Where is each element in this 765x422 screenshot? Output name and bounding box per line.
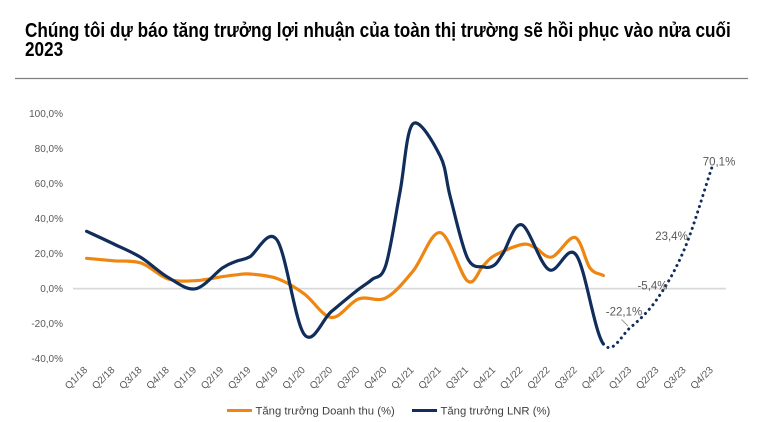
svg-text:-40,0%: -40,0% (31, 354, 63, 365)
svg-text:0,0%: 0,0% (40, 284, 63, 295)
svg-text:Tăng trưởng Doanh thu (%): Tăng trưởng Doanh thu (%) (256, 406, 396, 418)
svg-text:-20,0%: -20,0% (31, 319, 63, 330)
svg-text:-5,4%: -5,4% (637, 281, 667, 293)
svg-text:40,0%: 40,0% (35, 214, 63, 225)
svg-text:80,0%: 80,0% (35, 144, 63, 155)
svg-text:100,0%: 100,0% (29, 109, 63, 120)
svg-text:23,4%: 23,4% (655, 231, 688, 243)
svg-text:60,0%: 60,0% (35, 179, 63, 190)
svg-text:70,1%: 70,1% (703, 157, 736, 169)
svg-text:Tăng trưởng LNR (%): Tăng trưởng LNR (%) (441, 406, 551, 418)
svg-text:20,0%: 20,0% (35, 249, 63, 260)
svg-text:-22,1%: -22,1% (606, 307, 642, 319)
